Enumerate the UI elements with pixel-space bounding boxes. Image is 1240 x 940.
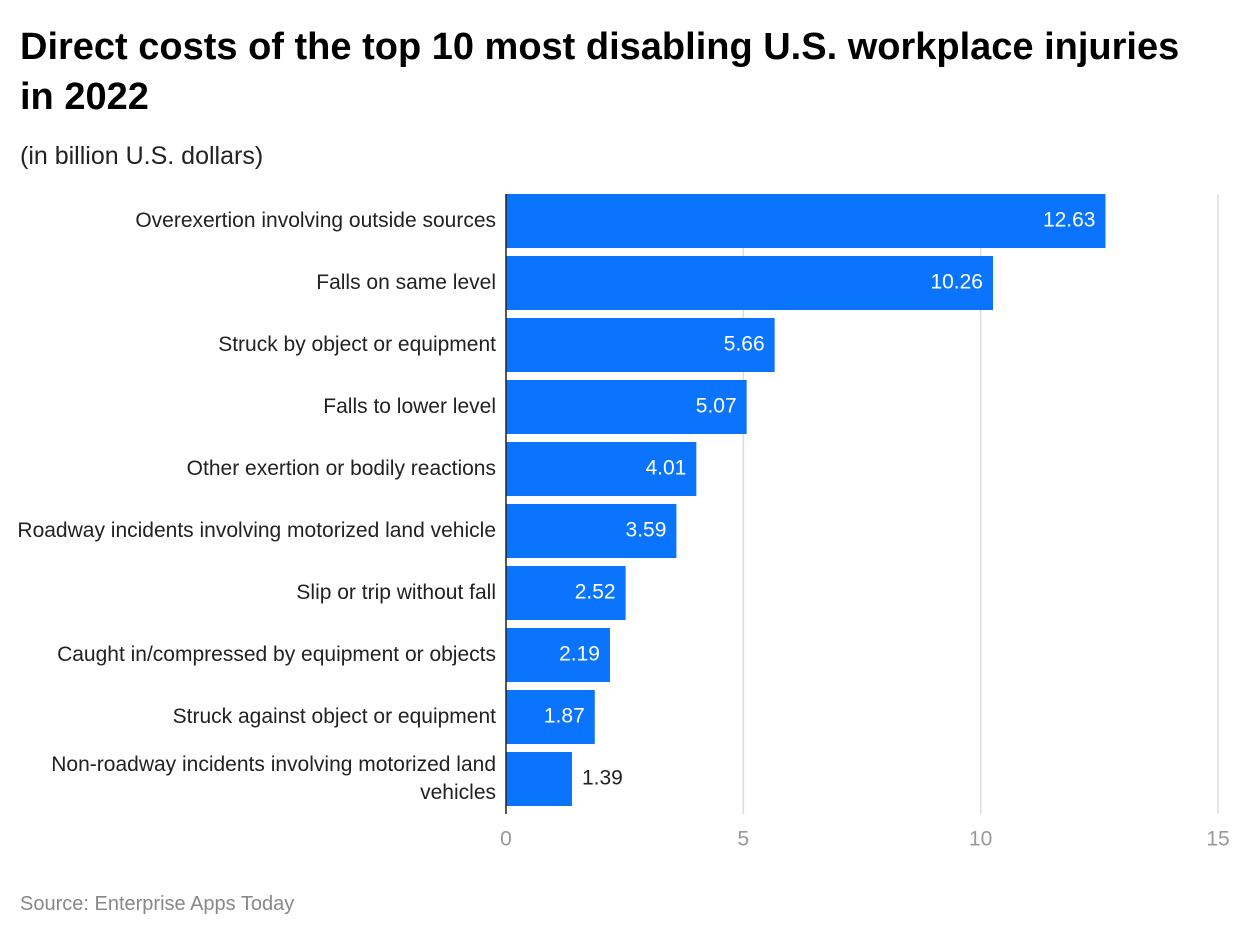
x-tick-label: 5 [737,828,749,851]
category-label: Other exertion or bodily reactions [186,457,496,480]
category-label: Falls on same level [316,271,496,294]
category-label: Struck against object or equipment [172,705,496,728]
category-label: Struck by object or equipment [218,333,496,356]
bar [506,504,677,558]
bar [506,566,626,620]
chart-subtitle: (in billion U.S. dollars) [20,142,264,170]
bar [506,194,1106,248]
x-tick-label: 10 [969,828,992,851]
category-label: Falls to lower level [323,395,496,418]
category-label: Caught in/compressed by equipment or obj… [57,643,496,666]
value-label: 5.07 [696,395,737,418]
value-label: 10.26 [930,271,983,294]
value-label: 12.63 [1043,209,1096,232]
category-label: Overexertion involving outside sources [135,209,496,232]
bar [506,380,747,434]
bar [506,442,697,496]
bar [506,256,994,310]
value-label: 1.39 [582,767,623,790]
value-label: 1.87 [544,705,585,728]
category-label: Non-roadway incidents involving motorize… [51,753,496,804]
bar [506,752,572,806]
value-label: 2.19 [559,643,600,666]
category-label: Slip or trip without fall [296,581,496,604]
bar [506,628,610,682]
bar [506,318,775,372]
bar [506,690,595,744]
value-label: 5.66 [724,333,765,356]
category-label: Roadway incidents involving motorized la… [17,519,496,542]
value-label: 3.59 [626,519,667,542]
chart-title: Direct costs of the top 10 most disablin… [20,26,1180,118]
x-tick-label: 0 [500,828,512,851]
x-tick-label: 15 [1206,828,1229,851]
value-label: 4.01 [645,457,686,480]
source: Source: Enterprise Apps Today [20,893,295,915]
value-label: 2.52 [575,581,616,604]
